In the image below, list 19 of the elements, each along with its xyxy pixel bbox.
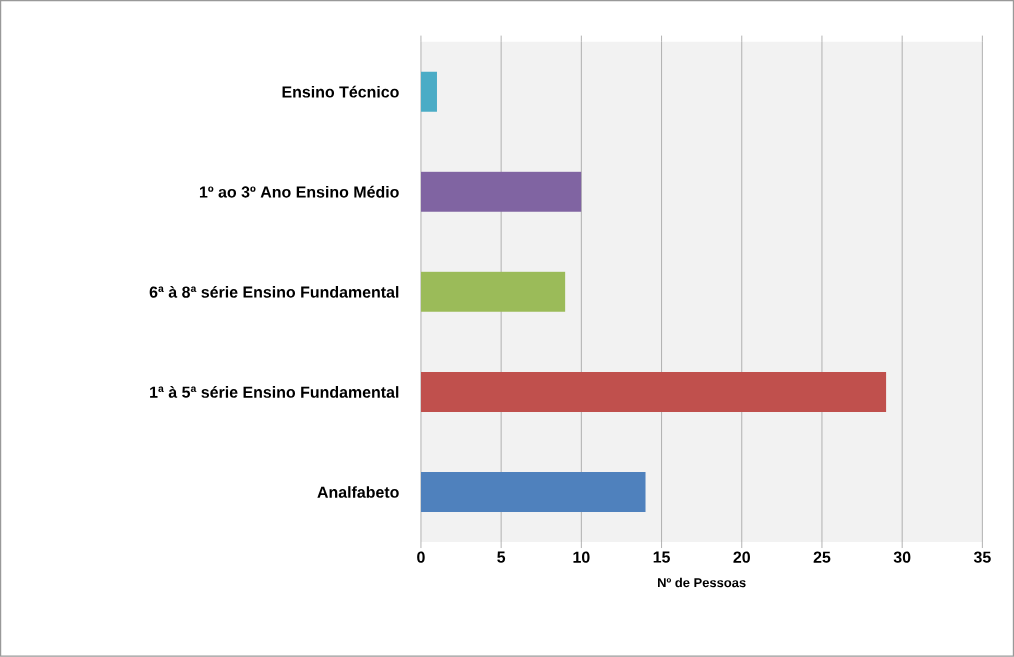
y-tick-label: Analfabeto <box>317 486 399 498</box>
y-tick-label: 6ª à 8ª série Ensino Fundamental <box>149 286 399 298</box>
x-tick-label: 20 <box>733 551 750 563</box>
bar <box>420 71 437 112</box>
x-tick-label: 15 <box>653 551 670 563</box>
bar <box>420 171 582 212</box>
bar <box>420 472 646 513</box>
x-tick-label: 0 <box>417 551 425 563</box>
y-tick-label: Ensino Técnico <box>282 85 399 98</box>
x-axis-title: Nº de Pessoas <box>658 577 746 588</box>
x-tick-label: 10 <box>573 551 590 563</box>
x-tick-label: 30 <box>893 551 911 563</box>
x-tick-label: 5 <box>497 551 506 563</box>
x-tick-label: 25 <box>813 551 831 563</box>
bar <box>420 271 566 312</box>
y-tick-label: 1ª à 5ª série Ensino Fundamental <box>150 386 399 398</box>
y-tick-label: 1º ao 3º Ano Ensino Médio <box>199 185 399 198</box>
bar <box>420 372 887 413</box>
x-tick-label: 35 <box>973 551 991 563</box>
